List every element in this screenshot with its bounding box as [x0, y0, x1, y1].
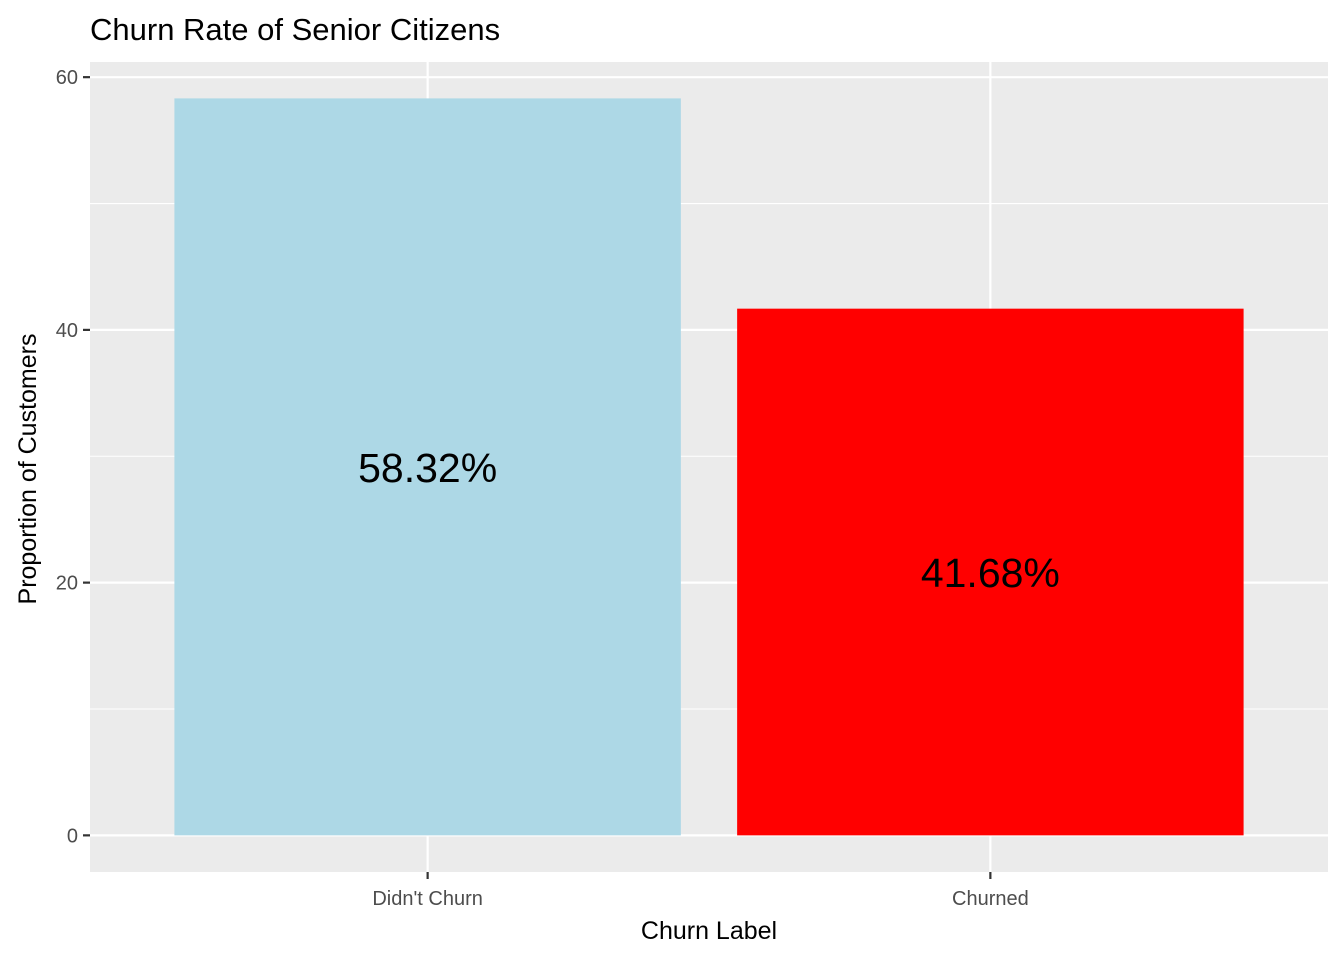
bar-data-label: 41.68% — [921, 550, 1060, 596]
y-tick-label: 40 — [56, 320, 78, 342]
x-tick-label: Didn't Churn — [372, 888, 483, 910]
bar — [737, 308, 1244, 836]
chart-title: Churn Rate of Senior Citizens — [90, 12, 500, 47]
x-axis: Didn't Churn Churned — [372, 872, 1029, 910]
y-axis: 0 20 40 60 — [56, 67, 90, 847]
bar-labels: 58.32% 41.68% — [358, 445, 1060, 596]
bar — [174, 98, 681, 836]
y-tick-label: 20 — [56, 573, 78, 595]
y-axis-title: Proportion of Customers — [14, 334, 42, 605]
x-axis-title: Churn Label — [641, 917, 777, 945]
y-tick-label: 60 — [56, 67, 78, 89]
bars — [174, 98, 1244, 836]
x-tick-label: Churned — [952, 888, 1029, 910]
bar-data-label: 58.32% — [358, 445, 497, 491]
y-tick-label: 0 — [67, 825, 78, 847]
